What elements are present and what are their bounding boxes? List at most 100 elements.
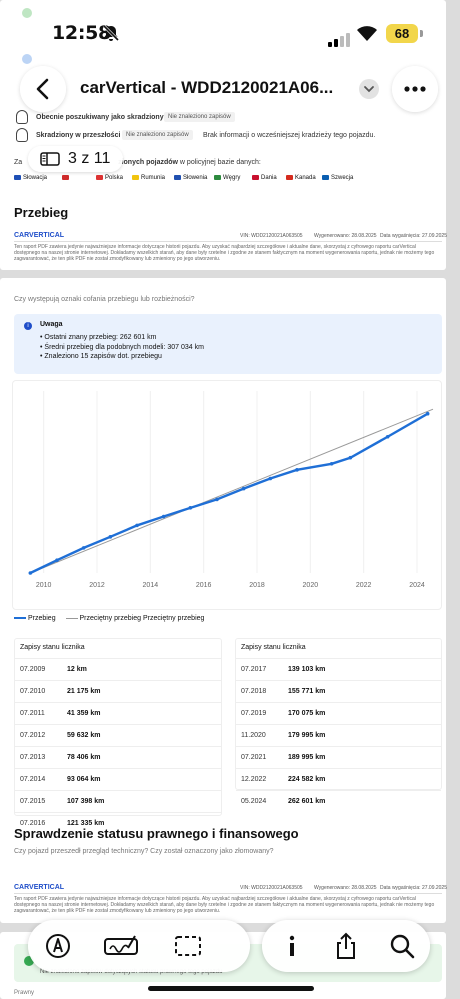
ellipsis-icon xyxy=(404,86,426,92)
cellular-signal-icon xyxy=(328,29,352,47)
more-button[interactable] xyxy=(392,66,438,112)
data-point xyxy=(348,455,353,460)
info-icon[interactable] xyxy=(278,932,306,960)
flag-icon xyxy=(132,175,139,180)
data-point xyxy=(329,462,334,466)
page-indicator[interactable]: 3 z 11 xyxy=(28,146,123,172)
rollback-question: Czy występują oznaki cofania przebiegu l… xyxy=(14,296,195,303)
odometer-value: 224 582 km xyxy=(288,776,326,783)
odometer-value: 139 103 km xyxy=(288,666,326,673)
sidebar-icon xyxy=(40,152,60,166)
x-tick-label: 2024 xyxy=(409,582,425,589)
odometer-row: 07.2017 139 103 km xyxy=(236,658,441,680)
odometer-row: 07.2015 107 398 km xyxy=(15,790,221,812)
country-flag: Dania xyxy=(252,175,277,181)
country-name: Węgry xyxy=(223,175,241,182)
police-db-suffix: w policyjnej bazie danych: xyxy=(179,159,261,166)
odometer-date: 07.2016 xyxy=(20,820,46,827)
data-point xyxy=(28,571,33,575)
odometer-date: 11.2020 xyxy=(241,732,266,739)
check-icon xyxy=(24,956,34,966)
mileage-chart: 2010 2012 2014 2016 2018 2020 2022 2024 xyxy=(28,391,434,589)
legend-swatch-average xyxy=(65,617,78,619)
data-point xyxy=(188,506,193,510)
x-tick-label: 2010 xyxy=(36,582,52,589)
odometer-row: 07.2014 93 064 km xyxy=(15,768,221,790)
theft-past-note: Brak informacji o wcześniejszej kradzież… xyxy=(203,132,376,139)
odometer-value: 179 995 km xyxy=(288,732,326,739)
odometer-date: 05.2024 xyxy=(241,798,267,805)
odometer-row: 07.2018 155 771 km xyxy=(236,680,441,702)
alert-bullet-text: Ostatni znany przebieg: 262 601 km xyxy=(44,334,157,341)
odometer-date: 07.2019 xyxy=(241,710,267,717)
check-icon xyxy=(22,8,32,18)
odometer-row: 07.2011 41 359 km xyxy=(15,702,221,724)
select-region-icon[interactable] xyxy=(174,932,202,960)
flag-icon xyxy=(174,175,181,180)
data-point xyxy=(215,497,219,502)
police-db-line: Za zionych pojazdów w policyjnej bazie d… xyxy=(14,159,261,166)
document-title[interactable]: carVertical - WDD2120021A06... xyxy=(80,78,334,97)
odometer-row: 07.2021 189 995 km xyxy=(236,746,441,768)
markup-toolbar xyxy=(28,920,250,972)
share-icon[interactable] xyxy=(332,932,360,960)
country-flag: Polska xyxy=(96,175,123,181)
markup-pen-icon[interactable] xyxy=(44,932,72,960)
odometer-table-right: Zapisy stanu licznika 07.2017 139 103 km 0… xyxy=(235,638,442,805)
odometer-row: 05.2024 262 601 km xyxy=(236,790,441,812)
back-button[interactable] xyxy=(20,66,66,112)
home-indicator xyxy=(148,986,314,991)
odometer-row: 11.2020 179 995 km xyxy=(236,724,441,746)
wifi-icon xyxy=(357,26,377,41)
flag-icon xyxy=(214,175,221,180)
signature-icon[interactable] xyxy=(104,932,138,960)
country-name: Polska xyxy=(105,175,124,182)
search-icon[interactable] xyxy=(388,932,416,960)
data-point xyxy=(385,434,390,439)
bell-muted-icon xyxy=(102,24,120,42)
odometer-value: 170 075 km xyxy=(288,710,326,717)
flag-icon xyxy=(14,175,21,180)
vin-label: VIN: WDD2120021A063505 xyxy=(240,885,303,891)
country-flag: Słowenia xyxy=(174,175,207,181)
legal-label: Prawny xyxy=(14,990,35,996)
odometer-row: 07.2019 170 075 km xyxy=(236,702,441,724)
alert-bullet: • Ostatni znany przebieg: 262 601 km xyxy=(40,334,157,341)
odometer-row: 12.2022 224 582 km xyxy=(236,768,441,790)
odometer-date: 12.2022 xyxy=(241,776,267,783)
odometer-row: 07.2012 59 632 km xyxy=(15,724,221,746)
odometer-header-right: Zapisy stanu licznika xyxy=(241,644,306,651)
battery-nub xyxy=(420,30,423,37)
country-name: Rumunia xyxy=(141,175,166,182)
alert-info-icon: i xyxy=(24,322,32,330)
odometer-value: 121 335 km xyxy=(67,820,105,827)
x-tick-label: 2014 xyxy=(143,582,159,589)
report-header-2: CARVERTICAL VIN: WDD2120021A063505 Wygen… xyxy=(14,884,447,914)
theft-past-badge: Nie znaleziono zapisów xyxy=(122,130,193,140)
page-indicator-text: 3 z 11 xyxy=(68,150,111,167)
legend-swatch-mileage xyxy=(14,617,26,620)
theft-current-badge: Nie znaleziono zapisów xyxy=(164,112,235,122)
valid-label: Data wygaśnięcia: 27.09.2025 xyxy=(380,885,447,891)
alert-bullet-text: Znaleziono 15 zapisów dot. przebiegu xyxy=(44,353,162,360)
odometer-value: 107 398 km xyxy=(67,798,105,805)
data-point xyxy=(295,468,299,472)
data-point xyxy=(108,535,113,539)
mileage-chart-frame: 2010 2012 2014 2016 2018 2020 2022 2024 xyxy=(12,380,442,610)
data-point xyxy=(425,411,430,416)
legal-status-text: Nie znaleziono zapisów dotyczących statu… xyxy=(40,969,223,975)
country-flag: Szwecja xyxy=(322,175,353,181)
report-page-mileage: Czy występują oznaki cofania przebiegu l… xyxy=(0,278,447,923)
alert-bullets: • Ostatni znany przebieg: 262 601 km • Ś… xyxy=(40,333,204,362)
chevron-down-icon xyxy=(364,86,374,93)
country-flag: Słowacja xyxy=(14,175,47,181)
title-menu-button[interactable] xyxy=(359,79,379,99)
odometer-date: 07.2009 xyxy=(20,666,46,673)
thief-icon xyxy=(16,110,28,124)
report-disclaimer: Ten raport PDF zawiera jedynie najważnie… xyxy=(14,896,435,914)
data-point xyxy=(55,558,59,562)
country-name: Dania xyxy=(261,175,277,182)
section-title-mileage: Przebieg xyxy=(14,205,69,220)
carvertical-logo: CARVERTICAL xyxy=(14,884,65,891)
odometer-row: 07.2009 12 km xyxy=(15,658,221,680)
